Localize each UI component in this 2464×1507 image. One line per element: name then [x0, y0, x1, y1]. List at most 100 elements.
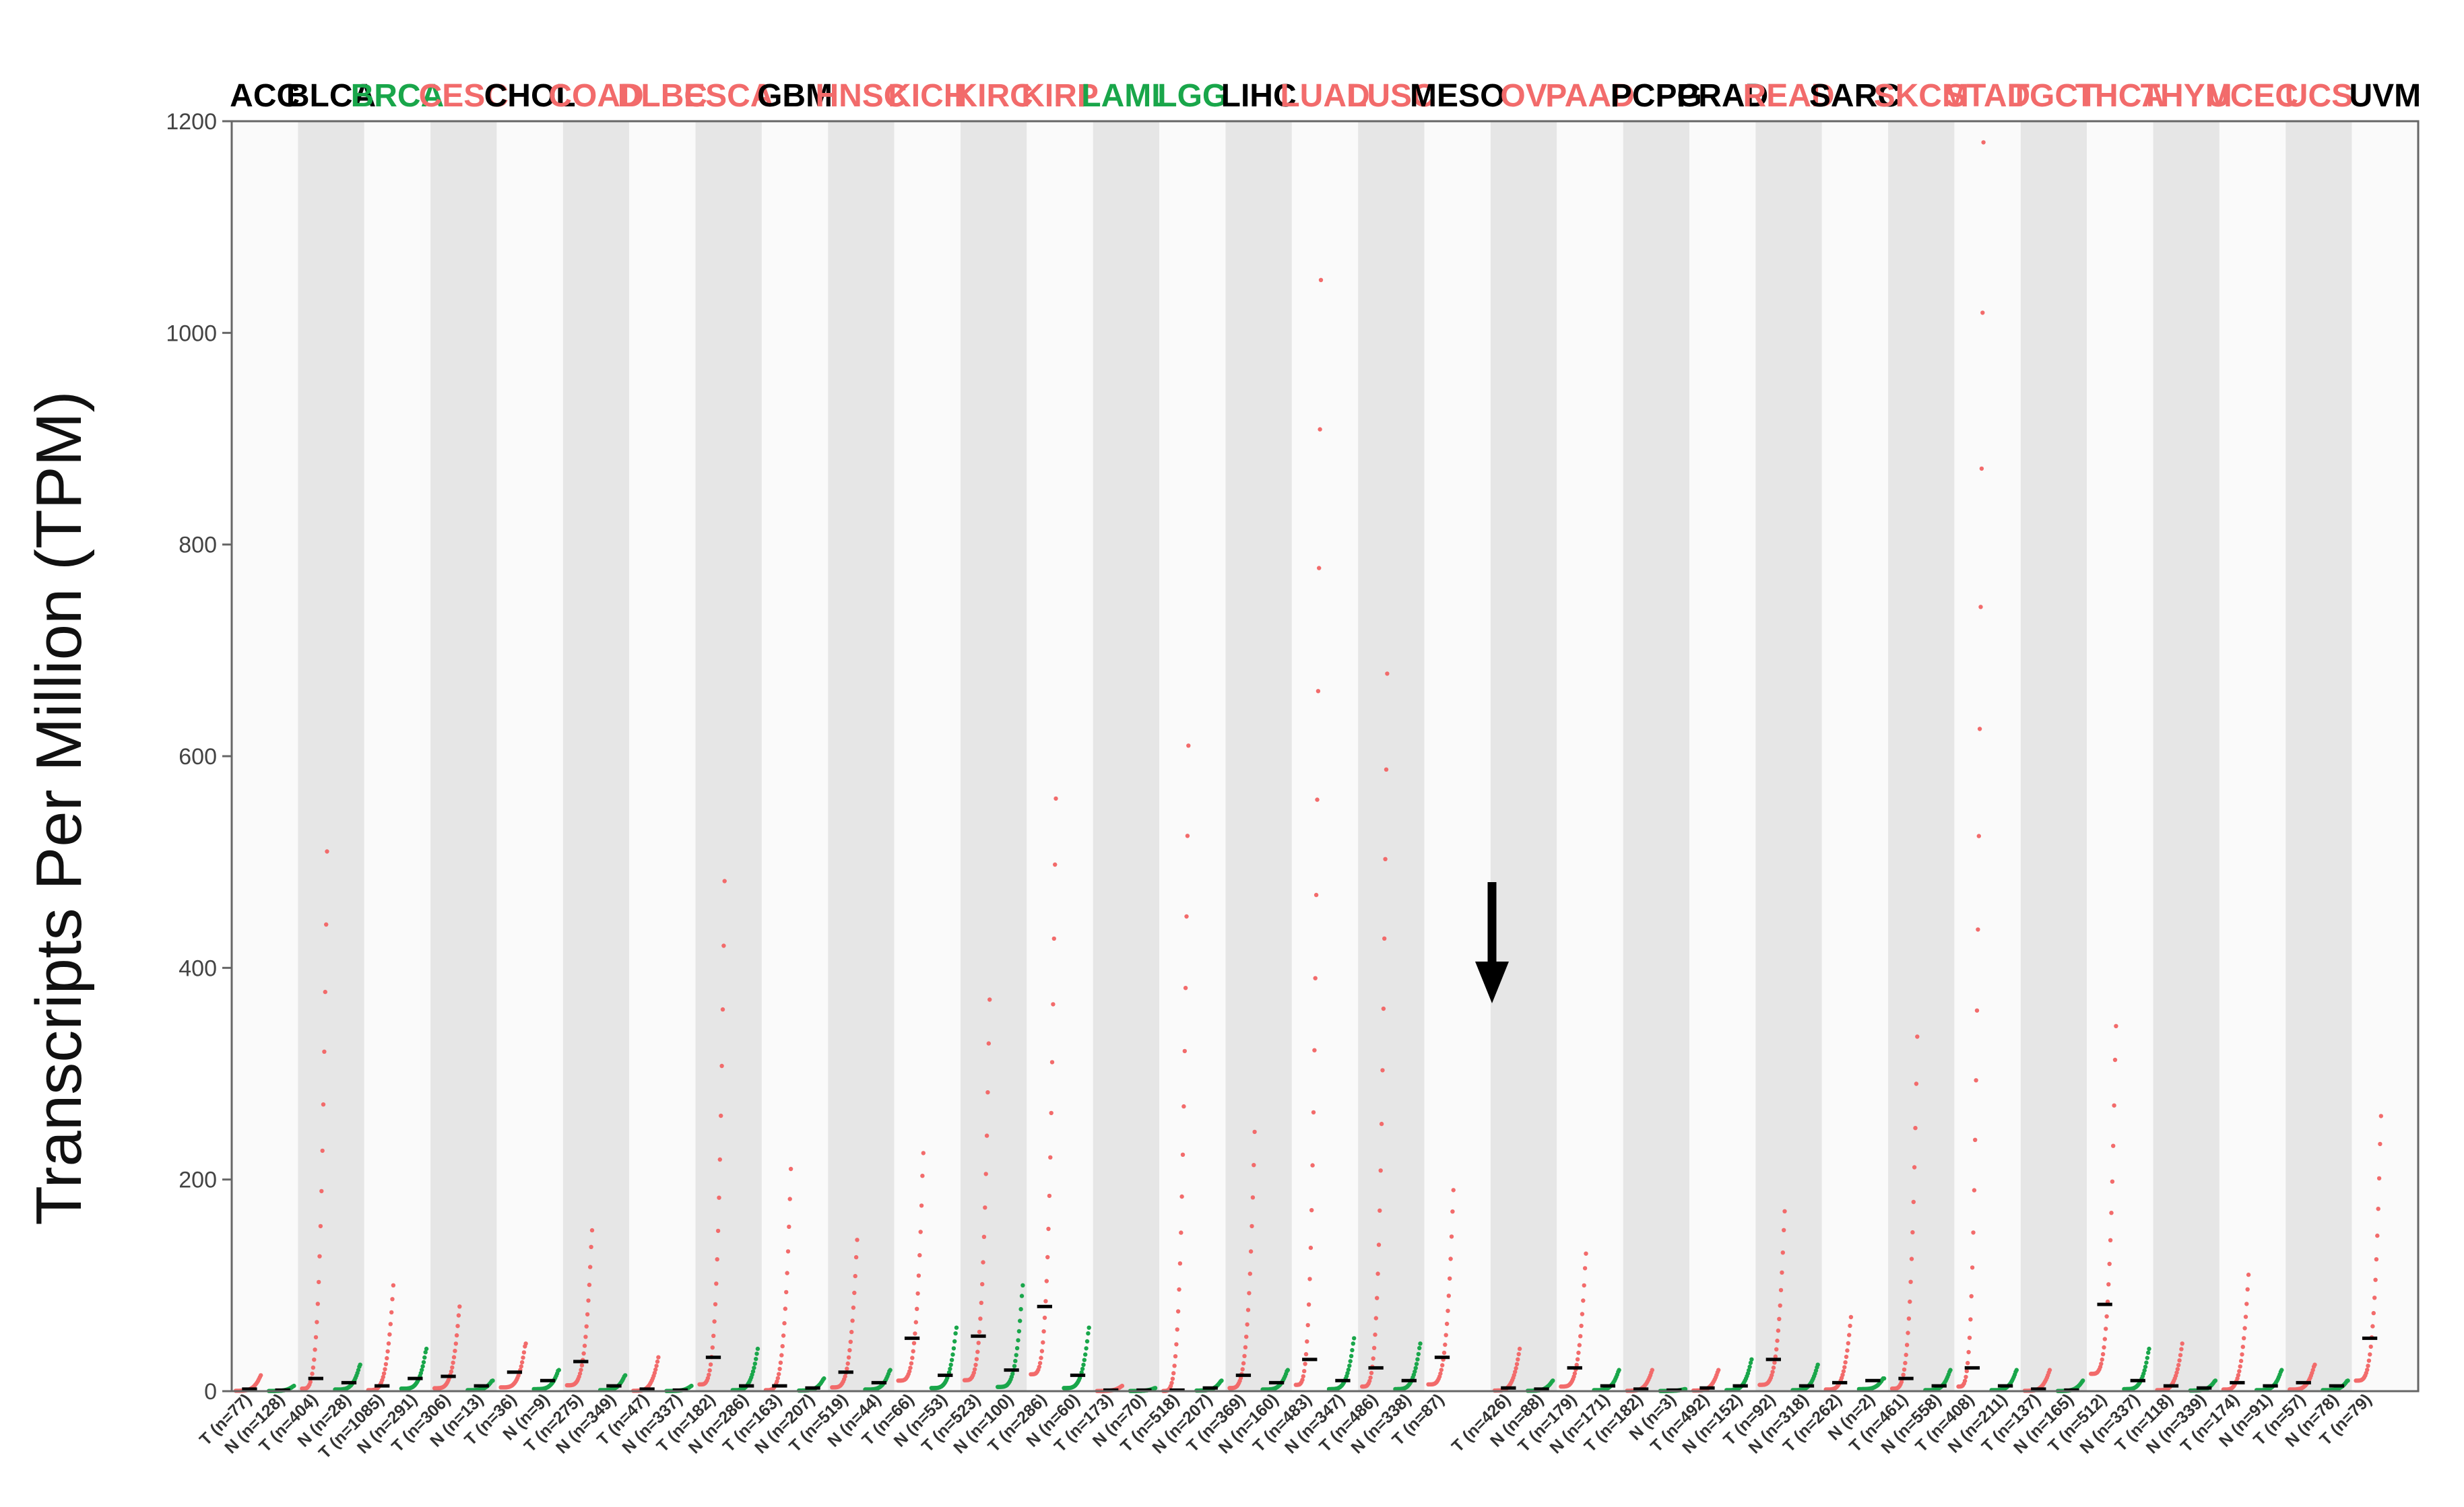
data-point [1843, 1360, 1848, 1365]
data-point [1303, 1351, 1309, 1357]
data-point [788, 1166, 793, 1172]
data-point [383, 1362, 389, 1367]
data-point [720, 1007, 725, 1012]
data-point [315, 1302, 320, 1306]
data-point [391, 1283, 396, 1288]
data-point [1300, 1377, 1305, 1382]
data-point [974, 1357, 979, 1362]
cancer-type-label: COAD [548, 78, 643, 114]
data-point [2213, 1378, 2218, 1383]
data-point [1581, 1298, 1586, 1303]
data-point [1053, 796, 1058, 801]
band [1225, 121, 1292, 1391]
data-point [978, 1316, 983, 1321]
data-point [1087, 1325, 1091, 1330]
data-point [2373, 1277, 2378, 1282]
data-point [2345, 1378, 2350, 1383]
data-point [1349, 1353, 1354, 1359]
data-point [1517, 1346, 1522, 1351]
data-point [1311, 1110, 1316, 1115]
data-point [980, 1281, 985, 1287]
data-point [1577, 1343, 1582, 1347]
data-point [1976, 927, 1980, 932]
data-point [952, 1339, 957, 1344]
data-point [950, 1352, 955, 1357]
data-point [2111, 1143, 2116, 1148]
data-point [321, 1102, 326, 1107]
band [1689, 121, 1756, 1391]
data-point [949, 1358, 954, 1362]
data-point [259, 1373, 263, 1378]
band [1821, 121, 1889, 1391]
data-point [1084, 1339, 1090, 1344]
data-point [2376, 1176, 2382, 1181]
data-point [750, 1369, 756, 1374]
data-point [915, 1291, 920, 1296]
data-point [1302, 1369, 1307, 1374]
data-point [1904, 1352, 1908, 1358]
data-point [1966, 1349, 1971, 1355]
data-point [653, 1367, 658, 1372]
y-tick-label: 1000 [166, 321, 217, 346]
data-point [579, 1363, 585, 1368]
data-point [707, 1372, 711, 1377]
band [2285, 121, 2352, 1391]
data-point [1438, 1371, 1443, 1376]
data-point [325, 849, 329, 854]
cancer-type-label: LUAD [1280, 78, 1369, 114]
data-point [777, 1366, 782, 1372]
data-point [2109, 1211, 2114, 1215]
cancer-type-label: KICH [888, 78, 967, 114]
data-point [711, 1333, 716, 1339]
data-point [1815, 1362, 1820, 1367]
data-point [521, 1350, 527, 1355]
data-point [1974, 1008, 1980, 1013]
data-point [1716, 1368, 1721, 1372]
band [364, 121, 431, 1391]
band [1623, 121, 1689, 1391]
data-point [1012, 1364, 1017, 1368]
data-point [2143, 1364, 2148, 1370]
data-point [2366, 1358, 2372, 1363]
data-point [1376, 1242, 1382, 1247]
data-point [1909, 1257, 1914, 1261]
data-point [1978, 605, 1983, 609]
data-point [2240, 1352, 2244, 1357]
data-point [1440, 1363, 1445, 1368]
data-point [1313, 976, 1318, 980]
data-point [1247, 1291, 1252, 1296]
data-point [1772, 1360, 1777, 1365]
data-point [976, 1341, 981, 1345]
cancer-type-label: BLCA [286, 78, 376, 114]
data-point [1308, 1245, 1314, 1250]
data-point [2014, 1368, 2019, 1372]
band [2352, 121, 2418, 1391]
band [2020, 121, 2087, 1391]
band [1358, 121, 1425, 1391]
band [232, 121, 298, 1391]
data-point [2114, 1024, 2118, 1029]
data-point [383, 1367, 387, 1372]
data-point [2378, 1114, 2383, 1118]
data-point [1962, 1378, 1968, 1383]
data-point [2104, 1327, 2108, 1331]
data-point [986, 1041, 992, 1046]
data-point [1776, 1328, 1781, 1333]
data-point [1841, 1369, 1846, 1374]
data-point [317, 1254, 322, 1259]
data-point [1844, 1354, 1849, 1360]
band [828, 121, 895, 1391]
band [1291, 121, 1359, 1391]
data-point [1379, 1121, 1384, 1127]
data-point [1576, 1350, 1581, 1355]
data-point [722, 879, 727, 883]
data-point [985, 1090, 990, 1095]
data-point [2368, 1352, 2372, 1357]
data-point [2236, 1373, 2241, 1378]
data-point [453, 1349, 457, 1353]
data-point [973, 1362, 978, 1368]
data-point [705, 1376, 711, 1380]
data-point [521, 1355, 525, 1360]
data-point [423, 1350, 428, 1355]
